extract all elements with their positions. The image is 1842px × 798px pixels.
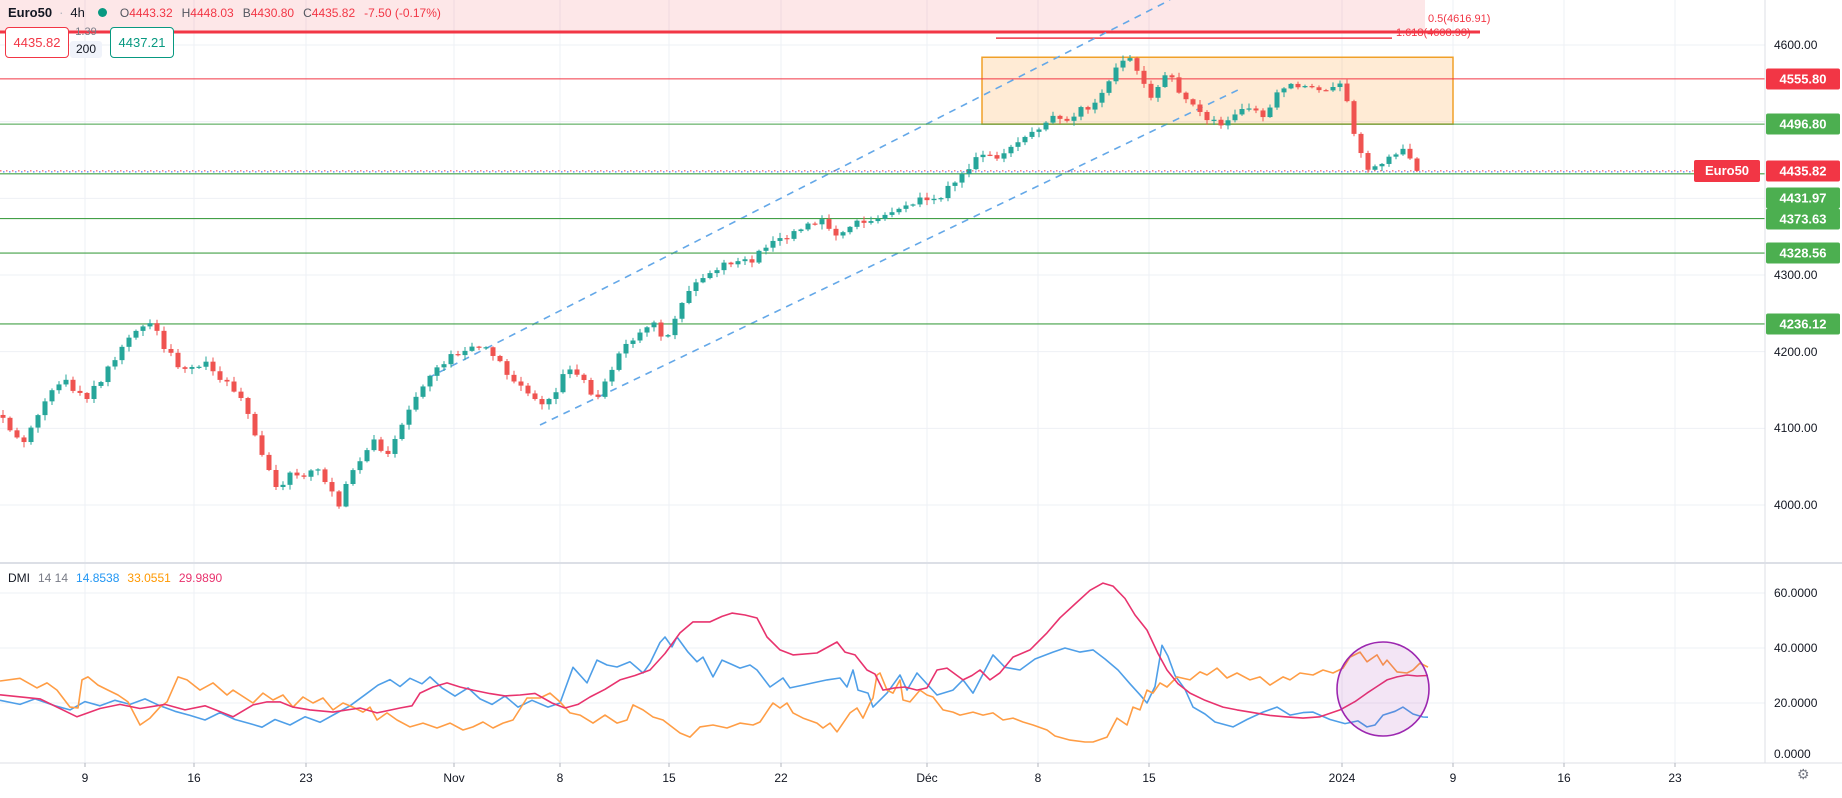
symbol-legend[interactable]: Euro50 · 4h O4443.32 H4448.03 B4430.80 C…	[8, 5, 441, 20]
low-value: 4430.80	[250, 5, 295, 20]
time-axis-label: 9	[1449, 771, 1457, 785]
open-value: 4443.32	[129, 5, 173, 20]
price-axis-label: 20.0000	[1774, 696, 1818, 710]
low-label: B	[242, 5, 251, 20]
close-value: 4435.82	[311, 5, 356, 20]
high-label: H	[181, 5, 191, 20]
price-level-badge: 4496.80	[1766, 113, 1840, 135]
highlight-circle-drawing[interactable]	[1336, 641, 1430, 737]
time-axis-label: Déc	[916, 771, 938, 785]
time-axis-label: 9	[81, 771, 89, 785]
close-label: C	[303, 5, 312, 20]
symbol-price-badge: Euro50	[1694, 160, 1760, 182]
timeframe-label[interactable]: 4h	[70, 5, 85, 20]
sell-button[interactable]: 4435.82	[5, 27, 69, 58]
price-axis-label: 4000.00	[1774, 498, 1818, 512]
price-axis-label: 4600.00	[1774, 38, 1818, 52]
dmi-adx-value: 29.9890	[178, 571, 223, 585]
change-value: -7.50 (-0.17%)	[364, 5, 441, 20]
price-level-badge: 4373.63	[1766, 208, 1840, 230]
time-axis-label: 15	[662, 771, 676, 785]
dmi-params: 14 14	[38, 571, 69, 585]
fib-retracement-band[interactable]	[0, 0, 1425, 33]
time-axis-label: 16	[187, 771, 201, 785]
dmi-minus_di-line	[0, 651, 1429, 743]
price-level-badge: 4435.82	[1766, 160, 1840, 182]
time-axis-label: 16	[1557, 771, 1571, 785]
high-value: 4448.03	[190, 5, 234, 20]
legend-separator: ·	[59, 5, 64, 20]
lot-size-selector[interactable]: 200	[70, 41, 102, 58]
time-axis-label: 2024	[1328, 771, 1356, 785]
time-axis-label: 23	[299, 771, 313, 785]
ohlc-values: O4443.32 H4448.03 B4430.80 C4435.82 -7.5…	[120, 6, 441, 20]
time-axis-label: 23	[1668, 771, 1682, 785]
dmi-plus-di-value: 14.8538	[76, 571, 120, 585]
price-axis-label: 60.0000	[1774, 586, 1818, 600]
time-axis-label: 8	[556, 771, 564, 785]
price-axis-label: 40.0000	[1774, 641, 1818, 655]
market-status-icon	[97, 8, 107, 17]
trend-channel-upper-line[interactable]	[427, 0, 1171, 379]
price-level-badge: 4555.80	[1766, 68, 1840, 90]
buy-price: 4437.21	[118, 35, 166, 50]
candlestick-series	[0, 54, 1420, 509]
time-axis-scale-handle[interactable]	[0, 763, 1842, 798]
price-axis-label: 4300.00	[1774, 268, 1818, 282]
trend-channel-lower-line[interactable]	[539, 88, 1241, 426]
price-level-badge: 4328.56	[1766, 242, 1840, 264]
symbol-name[interactable]: Euro50	[8, 5, 53, 20]
price-axis-label: 0.0000	[1774, 747, 1811, 761]
price-axis-label: 4100.00	[1774, 421, 1818, 435]
dmi-indicator-legend[interactable]: DMI 14 14 14.8538 33.0551 29.9890	[8, 571, 222, 585]
open-label: O	[119, 5, 130, 20]
dmi-title[interactable]: DMI	[8, 571, 30, 585]
dmi-adx-line	[0, 582, 1429, 719]
consolidation-box-drawing[interactable]	[981, 56, 1454, 125]
price-level-badge: 4431.97	[1766, 187, 1840, 209]
price-level-badge: 4236.12	[1766, 313, 1840, 335]
fib-level-label-1618[interactable]: 1.618(4608.98)	[1396, 27, 1471, 39]
price-axis-scale-handle[interactable]	[1765, 0, 1842, 763]
fib-level-label-05[interactable]: 0.5(4616.91)	[1428, 13, 1491, 25]
price-axis-label: 4200.00	[1774, 345, 1818, 359]
time-axis-label: 15	[1142, 771, 1156, 785]
time-axis-label: Nov	[443, 771, 465, 785]
time-axis-label: 22	[774, 771, 788, 785]
time-axis-label: 8	[1034, 771, 1042, 785]
buy-button[interactable]: 4437.21	[110, 27, 174, 58]
dmi-minus-di-value: 33.0551	[127, 571, 171, 585]
dmi-plus_di-line	[0, 636, 1429, 729]
axis-settings-gear-icon[interactable]: ⚙	[1797, 766, 1810, 782]
spread-value: 1.39	[75, 26, 97, 38]
sell-price: 4435.82	[13, 35, 61, 50]
